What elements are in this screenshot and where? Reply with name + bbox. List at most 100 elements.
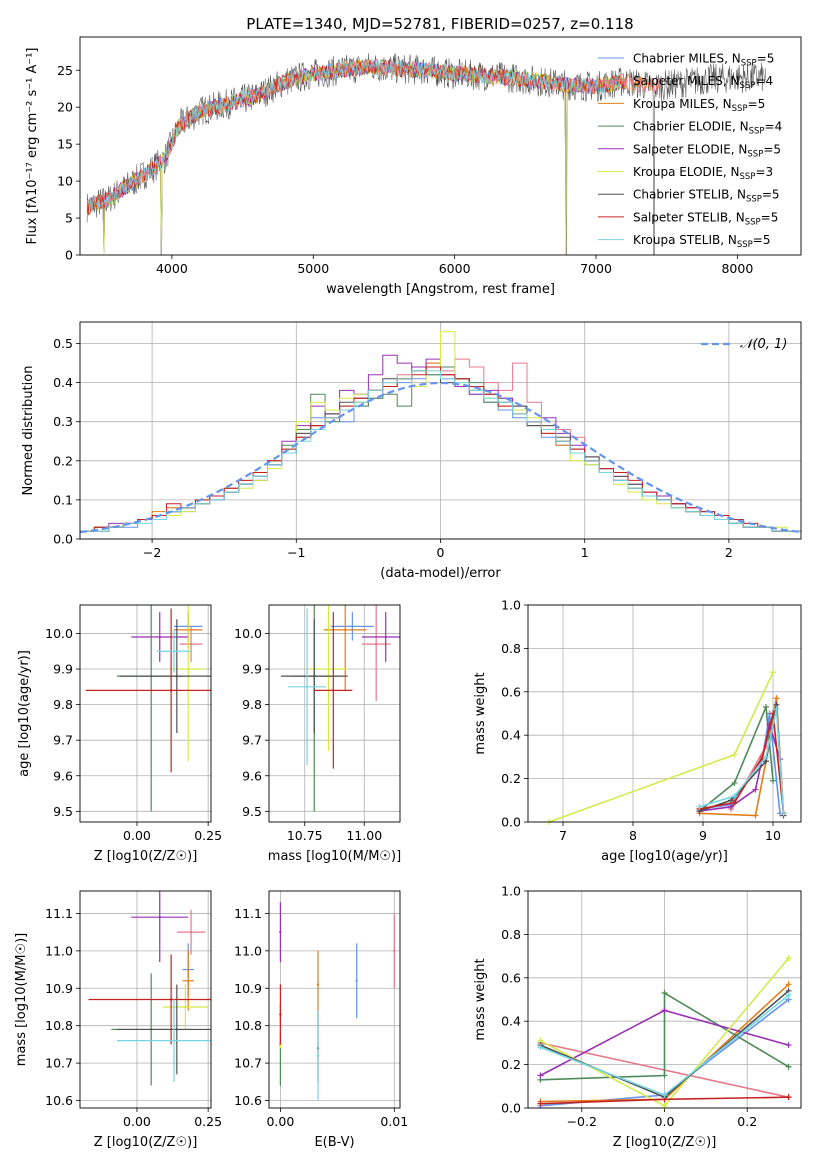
legend-label-sub: SSP — [740, 172, 756, 182]
data-point — [316, 1054, 320, 1057]
data-point — [351, 625, 354, 628]
data-point — [327, 667, 330, 671]
spectrum-axes: 4000 5000 6000 7000 8000 0 5 10 15 20 25 wavelength… — [25, 36, 802, 297]
weight-marker — [731, 751, 738, 758]
data-point — [305, 685, 309, 689]
x-tick-label: 8 — [629, 828, 637, 843]
legend-label: Chabrier MILES, NSSP=5 — [633, 52, 774, 69]
age-vs-Z-axes: 0.00 0.25 9.5 9.6 9.7 9.8 9.9 10.0 Z [log10(Z/Z☉… — [17, 604, 222, 864]
legend-label-sub: SSP — [737, 240, 753, 250]
x-tick-label: −0.2 — [567, 1114, 597, 1129]
weight-marker — [537, 1100, 544, 1107]
x-axis-label: mass [log10(M/M☉)] — [268, 849, 401, 864]
y-tick-label: 0.4 — [501, 728, 521, 743]
data-point — [332, 689, 335, 692]
data-point — [175, 1028, 179, 1031]
y-axis-label: mass weight — [473, 672, 488, 754]
weight-marker — [785, 1063, 792, 1070]
x-tick-label: 8000 — [721, 261, 753, 276]
x-tick-label: 11.00 — [346, 828, 382, 843]
y-tick-label: 20 — [57, 100, 73, 115]
legend-label-count: =4 — [755, 74, 773, 88]
weight-marker — [785, 981, 792, 988]
y-tick-label: 10.8 — [234, 1018, 262, 1033]
data-point — [184, 1005, 187, 1009]
data-point — [169, 998, 173, 1001]
weight-marker — [763, 703, 769, 710]
y-tick-label: 10 — [57, 174, 73, 189]
weight-marker — [763, 753, 769, 760]
weight-marker — [785, 955, 792, 962]
y-tick-label: 25 — [57, 63, 73, 78]
legend-label-name: Kroupa ELODIE, N — [633, 165, 740, 179]
y-tick-label: 10.7 — [234, 1056, 262, 1071]
legend-label: Chabrier STELIB, NSSP=5 — [633, 188, 780, 205]
y-tick-label: 9.8 — [242, 697, 262, 712]
weight-marker — [785, 992, 792, 999]
x-tick-label: 10.75 — [287, 828, 323, 843]
legend-label-name: Salpeter ELODIE, N — [633, 142, 747, 156]
weight-marker — [773, 706, 780, 713]
legend-label-count: =5 — [761, 210, 779, 224]
x-axis-label: Z [log10(Z/Z☉)] — [94, 1135, 198, 1150]
y-tick-label: 15 — [57, 137, 73, 152]
y-tick-label: 10.6 — [234, 1093, 262, 1108]
data-point — [384, 635, 387, 639]
legend-label-count: =5 — [748, 97, 766, 111]
weight-vs-Z-axes: −0.2 0.0 0.2 0.0 0.2 0.4 0.6 0.8 1.0 Z [log10(Z/Z… — [473, 884, 802, 1150]
residuals-axes: −2 −1 0 1 2 0.0 0.1 0.2 0.3 0.4 0.5 (data-model)/er… — [21, 321, 802, 581]
axes-frame — [527, 604, 802, 823]
x-tick-label: 5000 — [297, 261, 329, 276]
x-tick-label: 9 — [699, 828, 707, 843]
y-tick-label: 9.8 — [53, 697, 73, 712]
data-point — [187, 979, 190, 982]
y-tick-label: 0.8 — [501, 927, 521, 942]
weight-marker — [752, 786, 759, 793]
legend-label: Kroupa ELODIE, NSSP=3 — [633, 165, 773, 182]
legend-label-count: =5 — [763, 142, 781, 156]
y-tick-label: 0.8 — [501, 641, 521, 656]
y-tick-label: 9.5 — [53, 804, 73, 819]
y-tick-label: 11.1 — [234, 906, 262, 921]
weight-line — [548, 671, 774, 822]
y-tick-label: 1.0 — [501, 598, 521, 613]
x-axis-label: (data-model)/error — [380, 566, 501, 581]
y-tick-label: 0.5 — [53, 336, 73, 351]
y-tick-label: 10.8 — [45, 1018, 73, 1033]
y-tick-label: 9.9 — [53, 662, 73, 677]
legend-label: Kroupa MILES, NSSP=5 — [633, 97, 765, 114]
axes-frame — [79, 36, 802, 256]
data-point — [189, 930, 193, 934]
y-tick-label: 0.6 — [501, 684, 521, 699]
legend-label: Salpeter STELIB, NSSP=5 — [633, 210, 778, 227]
weight-marker — [770, 669, 776, 676]
axes-frame — [268, 604, 401, 823]
legend-label: Salpeter ELODIE, NSSP=5 — [633, 142, 781, 159]
weight-marker — [731, 792, 738, 799]
y-axis-label: mass weight — [473, 958, 488, 1040]
weight-marker — [537, 1072, 544, 1079]
legend-label-sub: SSP — [741, 59, 757, 69]
normal-curve — [80, 381, 801, 534]
legend-label-count: =4 — [765, 120, 783, 134]
y-tick-label: 0.6 — [501, 970, 521, 985]
data-point — [158, 635, 161, 639]
y-tick-label: 10.0 — [234, 626, 262, 641]
weight-marker — [780, 810, 787, 817]
weight-marker — [661, 1072, 668, 1079]
x-axis-label: E(B-V) — [314, 1135, 354, 1150]
legend-label-count: =3 — [755, 165, 773, 179]
y-tick-label: 0.4 — [53, 375, 73, 390]
axes-frame — [79, 604, 212, 823]
legend-label-count: =5 — [753, 233, 771, 247]
spectrum-line — [86, 57, 624, 213]
legend-label: 𝒩(0, 1) — [740, 337, 787, 352]
data-point — [169, 689, 173, 692]
data-point — [393, 949, 396, 953]
legend-label-sub: SSP — [732, 104, 748, 114]
legend-label-name: Chabrier MILES, N — [633, 52, 741, 66]
x-tick-label: 0.01 — [380, 1114, 408, 1129]
y-tick-label: 5 — [65, 211, 73, 226]
